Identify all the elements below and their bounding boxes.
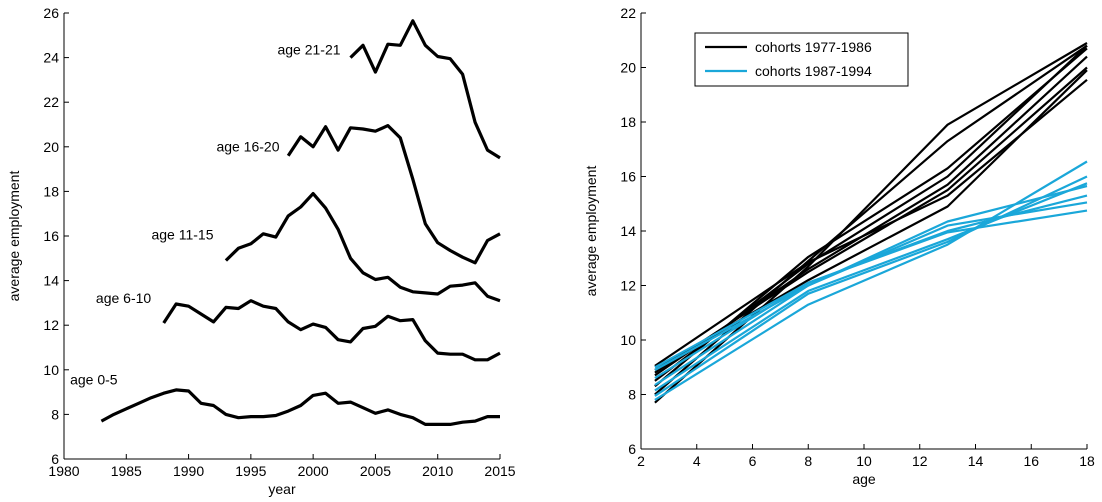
x-tick-label: 1990 (173, 463, 204, 479)
y-tick-label: 6 (628, 441, 636, 457)
y-tick-label: 10 (620, 332, 636, 348)
cohort-line-3 (654, 47, 1088, 388)
series-label: age 21-21 (277, 41, 340, 57)
y-tick-label: 8 (51, 406, 59, 422)
x-tick-label: 1985 (111, 463, 142, 479)
x-tick-label: 16 (1023, 453, 1039, 469)
chart-1-axes: 1980 1985 1990 1995 2000 2005 2010 2015 6 8 10 12 14… (6, 5, 516, 497)
y-tick-label: 26 (43, 5, 59, 21)
x-tick-label: 4 (693, 453, 701, 469)
x-axis-label: year (268, 481, 296, 497)
x-tick-label: 2 (637, 453, 645, 469)
y-tick-label: 8 (628, 387, 636, 403)
legend-box (694, 32, 909, 87)
x-tick-label: 1995 (235, 463, 266, 479)
x-tick-label: 2015 (484, 463, 515, 479)
y-tick-label: 16 (43, 228, 59, 244)
y-tick-label: 6 (51, 451, 59, 467)
chart-2-axes: 2 4 6 8 10 12 14 16 18 6 8 10 12 14 16 18 20 22 age average… (583, 5, 1095, 487)
x-tick-label: 2010 (422, 463, 453, 479)
series-line-age-6-10 (162, 299, 501, 362)
series-label: age 0-5 (70, 371, 118, 387)
y-tick-label: 18 (43, 183, 59, 199)
x-axis-label: age (852, 471, 876, 487)
y-tick-label: 18 (620, 114, 636, 130)
y-tick-label: 24 (43, 50, 59, 66)
series-line-age-0-5 (100, 388, 500, 426)
y-tick-label: 20 (620, 60, 636, 76)
y-tick-label: 20 (43, 139, 59, 155)
series-label: age 6-10 (96, 290, 151, 306)
series-line-age-21-21 (349, 19, 501, 160)
cohort-line-14 (654, 201, 1088, 371)
legend-label: cohorts 1987-1994 (755, 63, 872, 79)
legend: cohorts 1977-1986 cohorts 1987-1994 (694, 32, 909, 87)
x-tick-label: 14 (968, 453, 984, 469)
y-tick-label: 22 (43, 94, 59, 110)
cohort-line-6 (654, 66, 1088, 374)
series-label: age 11-15 (151, 226, 213, 242)
y-tick-label: 16 (620, 169, 636, 185)
cohort-line-12 (654, 184, 1088, 386)
cohort-line-9 (654, 160, 1088, 401)
y-axis-label: average employment (6, 171, 22, 302)
series-label: age 16-20 (216, 138, 279, 154)
cohort-line-8 (654, 78, 1088, 367)
y-tick-label: 10 (43, 362, 59, 378)
x-tick-label: 6 (749, 453, 757, 469)
y-axis-label: average employment (583, 166, 599, 297)
cohort-line-13 (654, 194, 1088, 380)
x-tick-label: 18 (1079, 453, 1095, 469)
y-tick-label: 14 (43, 273, 59, 289)
y-tick-label: 12 (620, 278, 636, 294)
legend-label: cohorts 1977-1986 (755, 39, 872, 55)
x-tick-label: 2005 (360, 463, 391, 479)
y-tick-label: 14 (620, 223, 636, 239)
x-tick-label: 10 (856, 453, 872, 469)
series-line-age-16-20 (286, 123, 501, 265)
cohort-line-15 (654, 209, 1088, 369)
cohort-line-10 (654, 175, 1088, 397)
series-line-age-11-15 (224, 192, 501, 303)
x-tick-label: 1980 (48, 463, 79, 479)
y-tick-label: 12 (43, 317, 59, 333)
x-tick-label: 2000 (298, 463, 329, 479)
x-tick-label: 12 (912, 453, 928, 469)
x-tick-label: 8 (804, 453, 812, 469)
cohort-line-11 (654, 182, 1088, 392)
y-tick-label: 22 (620, 5, 636, 21)
